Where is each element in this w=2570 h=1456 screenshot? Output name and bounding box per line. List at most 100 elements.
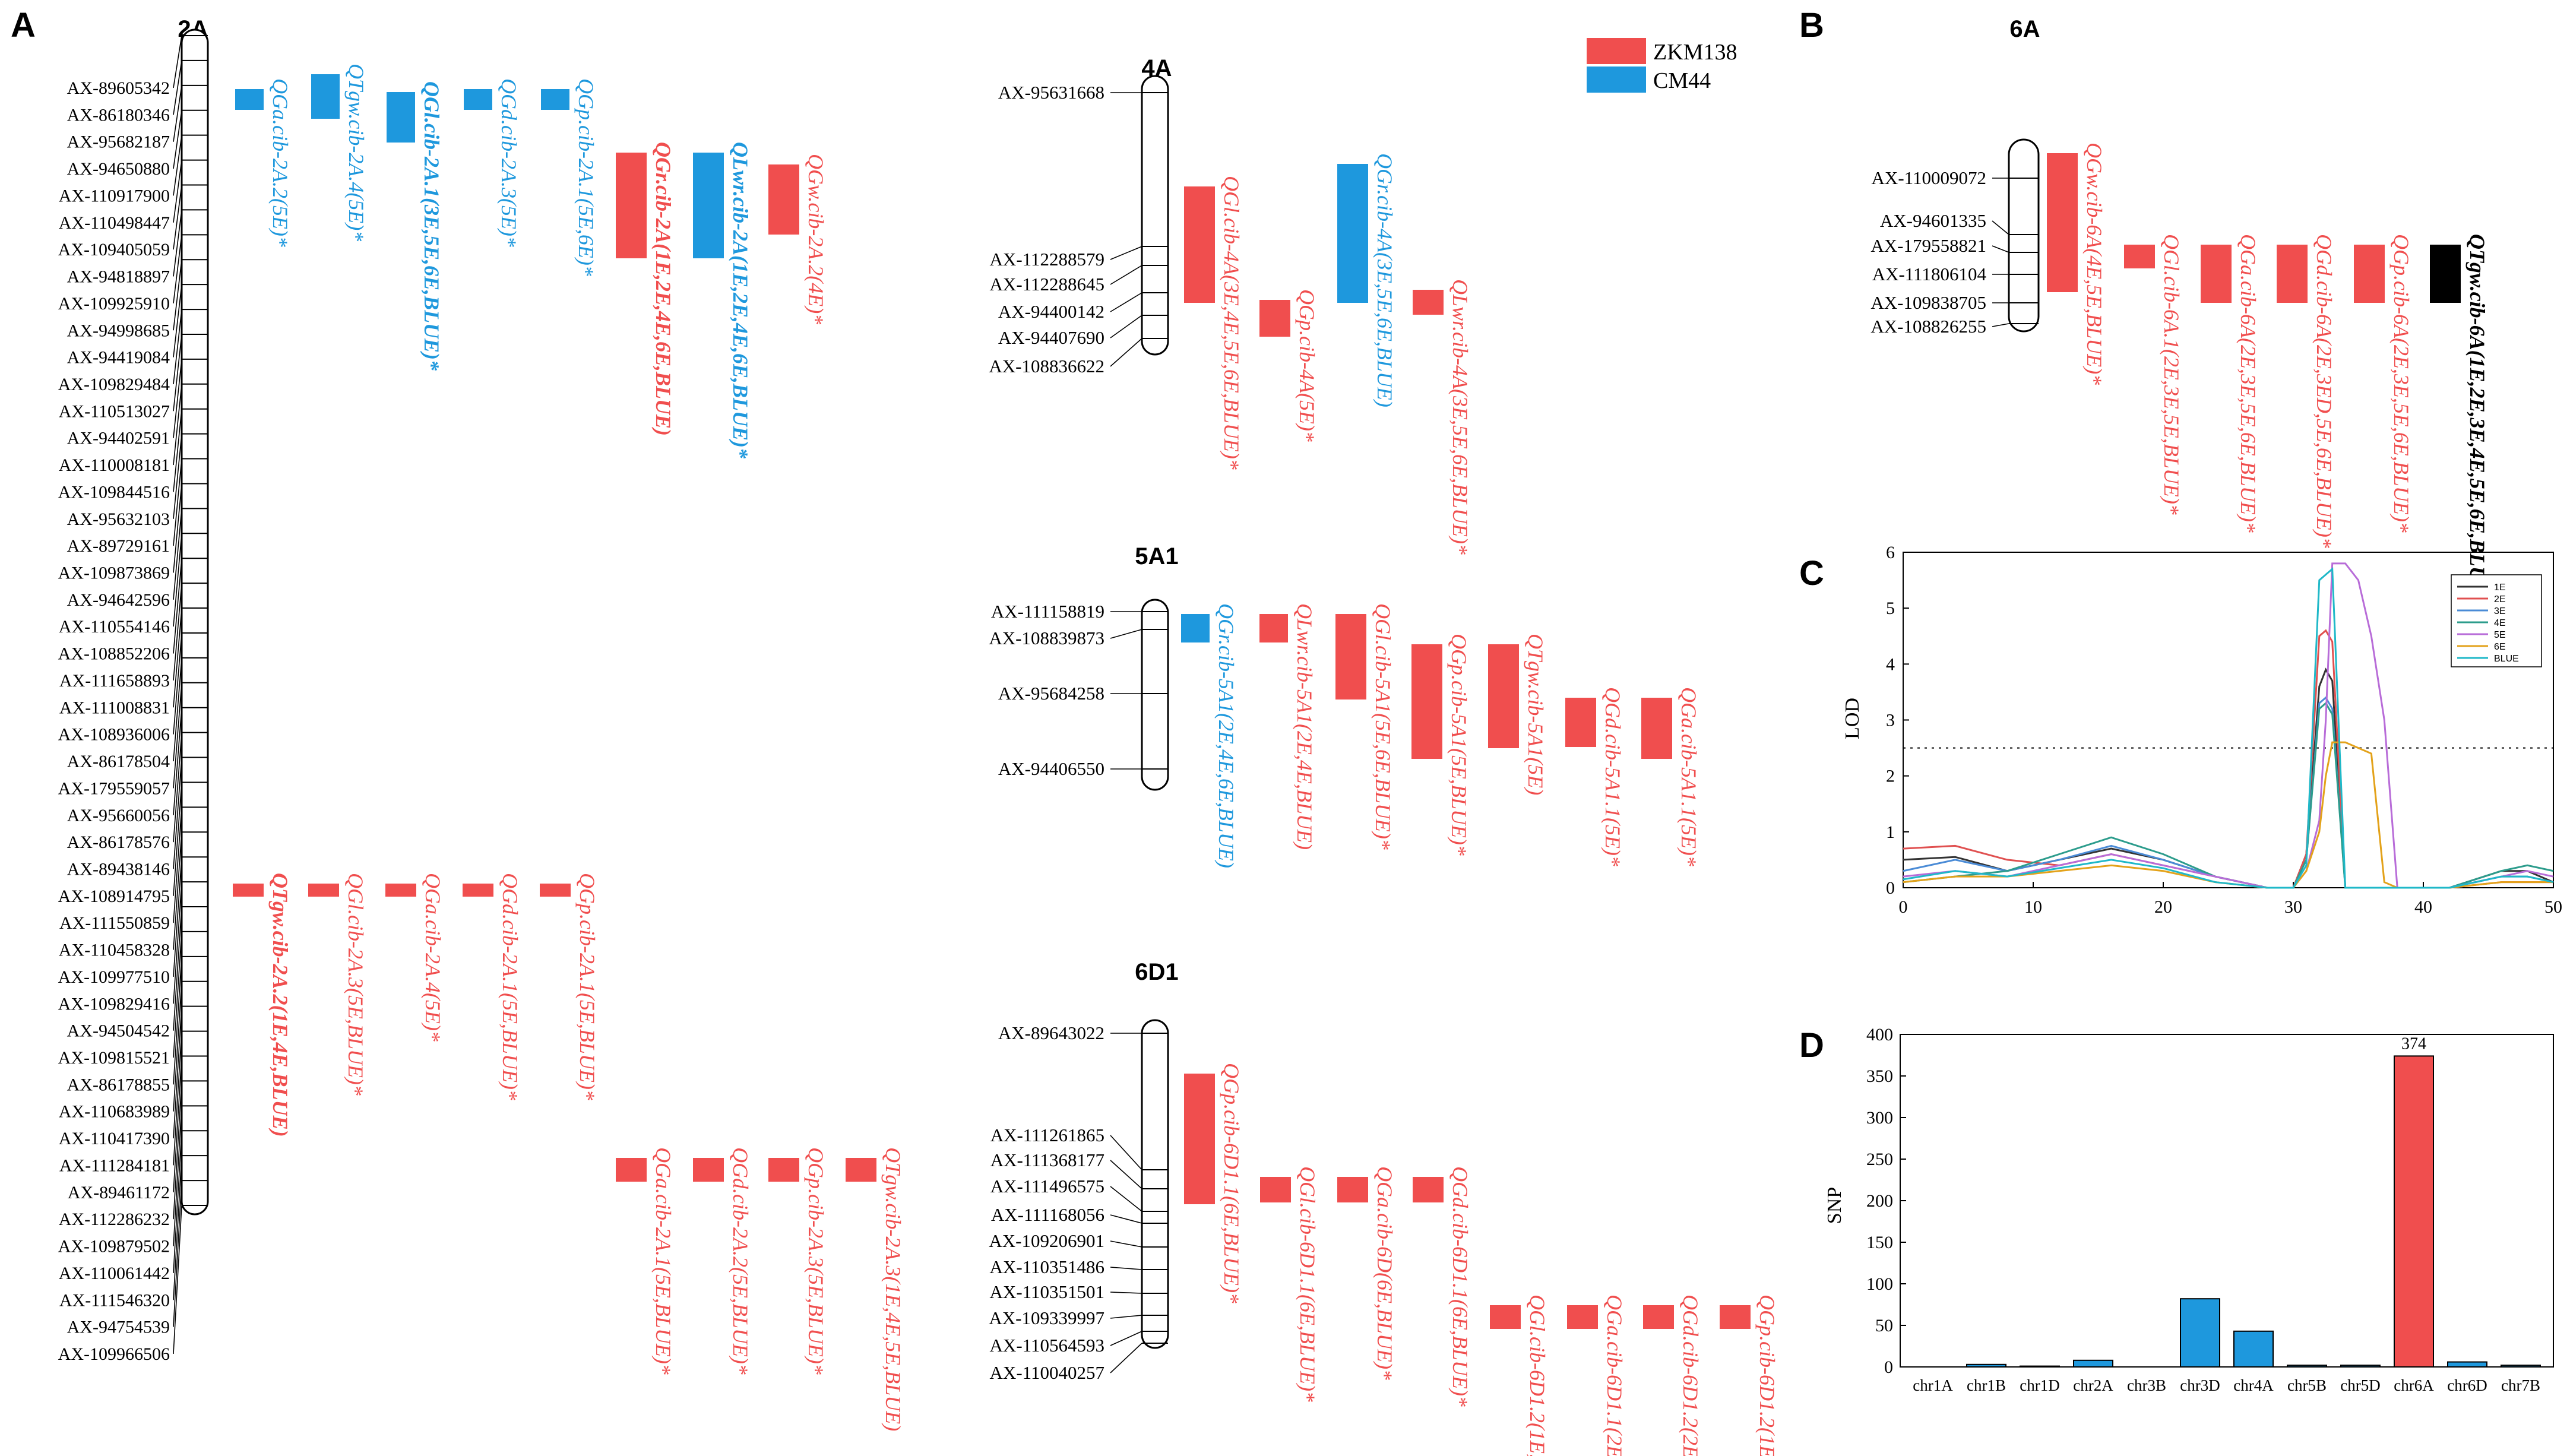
bar-chr5b <box>2287 1365 2327 1368</box>
qtl-label: QTgw.cib-6A(1E,2E,3E,4E,5E,6E,BLUE)* <box>2465 234 2489 615</box>
x-tick-label: chr1D <box>2020 1376 2059 1394</box>
qtl-35: QGp.cib-6D1.2(1E,2E)* <box>1720 1294 1779 1456</box>
marker-label: AX-89461172 <box>68 1183 170 1202</box>
qtl-label: QLwr.cib-2A(1E,2E,4E,6E,BLUE)* <box>729 142 752 459</box>
marker-label: AX-110351486 <box>990 1256 1104 1277</box>
qtl-bar <box>308 884 339 897</box>
marker-connector <box>1110 265 1142 285</box>
marker-label: AX-110458328 <box>59 941 170 960</box>
series-line-3e <box>1903 696 2554 889</box>
qtl-bar <box>1184 1074 1215 1204</box>
marker-connector <box>1110 338 1142 367</box>
chromosome-body <box>1141 75 1169 356</box>
qtl-label: QGa.cib-6A(2E,3E,5E,6E,BLUE)* <box>2236 234 2260 533</box>
bar-chr2a <box>2073 1359 2113 1368</box>
qtl-bar <box>1413 290 1444 315</box>
bar-chr1d <box>2020 1365 2060 1368</box>
marker-label: AX-111550859 <box>59 913 170 933</box>
qtl-label: QGd.cib-6D1.2(2E)* <box>1679 1294 1702 1456</box>
legend-entry: 3E <box>2494 606 2506 616</box>
marker-connector <box>173 508 182 600</box>
marker-connector <box>173 309 182 385</box>
qtl-bar <box>1337 1177 1368 1202</box>
data-label: 374 <box>2401 1034 2426 1053</box>
y-axis-label: LOD <box>1841 698 1863 739</box>
marker-connector <box>173 483 182 573</box>
marker-label: AX-86180346 <box>67 105 170 125</box>
qtl-label: QGl.cib-2A.1(3E,5E,6E,BLUE)* <box>420 81 444 371</box>
qtl-12: QGp.cib-2A.1(5E,BLUE)* <box>540 873 599 1100</box>
qtl-2: QGl.cib-2A.1(3E,5E,6E,BLUE)* <box>387 81 444 371</box>
bar-chr4a <box>2233 1330 2274 1368</box>
qtl-label: QTgw.cib-5A1(5E) <box>1524 634 1547 795</box>
x-tick-label: chr4A <box>2233 1376 2274 1394</box>
marker-label: AX-111658893 <box>59 671 170 691</box>
qtl-11: QGd.cib-2A.1(5E,BLUE)* <box>463 873 522 1100</box>
x-tick-label: 0 <box>1899 897 1908 917</box>
bar-chr5d <box>2340 1365 2381 1368</box>
marker-label: AX-109829484 <box>58 375 170 394</box>
legend-label-zkm138: ZKM138 <box>1653 40 1737 65</box>
x-tick-label: chr5D <box>2340 1376 2380 1394</box>
qtl-28: QGp.cib-6D1.1(6E,BLUE)* <box>1184 1063 1243 1303</box>
marker-label: AX-89643022 <box>998 1023 1104 1043</box>
legend: ZKM138 CM44 <box>1587 38 1737 93</box>
qtl-bar <box>464 89 492 110</box>
x-tick-label: 40 <box>2414 897 2432 917</box>
qtl-label: QGp.cib-6A(2E,3E,5E,6E,BLUE)* <box>2389 234 2413 533</box>
marker-connector <box>1110 1292 1142 1294</box>
qtl-label: QGl.cib-6D1.2(1E,2E) <box>1525 1294 1549 1456</box>
marker-connector <box>173 1106 182 1246</box>
series-line-4e <box>1903 701 2554 889</box>
y-tick-label: 200 <box>1866 1191 1893 1211</box>
qtl-bar <box>1335 614 1366 699</box>
marker-connector <box>173 235 182 303</box>
qtl-label: QGl.cib-5A1(5E,6E,BLUE)* <box>1371 603 1395 850</box>
legend-swatch-cm44 <box>1587 67 1646 93</box>
marker-connector <box>173 384 182 466</box>
qtl-label: QGw.cib-2A.2(4E)* <box>804 154 828 324</box>
x-tick-label: chr2A <box>2073 1376 2113 1394</box>
marker-connector <box>173 583 182 681</box>
qtl-label: QGd.cib-2A.1(5E,BLUE)* <box>498 873 522 1100</box>
marker-connector <box>1110 1135 1142 1170</box>
qtl-20: QLwr.cib-4A(3E,5E,6E,BLUE)* <box>1413 279 1472 555</box>
qtl-bar <box>1641 698 1672 759</box>
marker-connector <box>1110 1331 1142 1346</box>
y-tick-label: 100 <box>1866 1274 1893 1294</box>
marker-connector <box>1110 1160 1142 1189</box>
marker-connector <box>173 931 182 1058</box>
qtl-label: QGa.cib-5A1.1(5E)* <box>1677 687 1701 866</box>
marker-label: AX-110917900 <box>59 186 170 205</box>
qtl-25: QTgw.cib-5A1(5E) <box>1488 634 1547 795</box>
legend-label-cm44: CM44 <box>1653 68 1711 93</box>
qtl-38: QGa.cib-6A(2E,3E,5E,6E,BLUE)* <box>2201 234 2260 533</box>
marker-label: AX-94754539 <box>67 1318 170 1337</box>
marker-label: AX-109339997 <box>989 1308 1104 1328</box>
marker-connector <box>173 85 182 142</box>
qtl-bar <box>463 884 493 897</box>
qtl-bar <box>1490 1305 1521 1329</box>
marker-connector <box>173 757 182 869</box>
marker-label: AX-111546320 <box>59 1290 170 1310</box>
marker-label: AX-110061442 <box>59 1264 170 1283</box>
marker-label: AX-111368177 <box>990 1150 1104 1170</box>
qtl-label: QGp.cib-5A1(5E,BLUE)* <box>1447 634 1471 856</box>
marker-label: AX-111008831 <box>59 698 170 717</box>
series-line-2e <box>1903 629 2553 889</box>
qtl-19: QGr.cib-4A(3E,5E,6E,BLUE) <box>1337 153 1397 407</box>
x-tick-label: chr6D <box>2447 1376 2487 1394</box>
qtl-21: QGr.cib-5A1(2E,4E,6E,BLUE) <box>1181 603 1238 868</box>
marker-label: AX-109844516 <box>58 482 170 502</box>
marker-label: AX-108836622 <box>989 356 1104 376</box>
marker-label: AX-112286232 <box>59 1210 170 1229</box>
qtl-bar <box>2201 245 2232 303</box>
qtl-10: QGa.cib-2A.4(5E)* <box>385 873 445 1042</box>
marker-connector <box>173 433 182 519</box>
marker-connector <box>173 135 182 196</box>
marker-label: AX-108826255 <box>1870 316 1986 337</box>
chromosome-body <box>1141 599 1169 791</box>
y-tick-label: 0 <box>1886 878 1895 898</box>
qtl-22: QLwr.cib-5A1(2E,4E,BLUE) <box>1259 603 1316 850</box>
marker-label: AX-94601335 <box>1880 210 1986 231</box>
